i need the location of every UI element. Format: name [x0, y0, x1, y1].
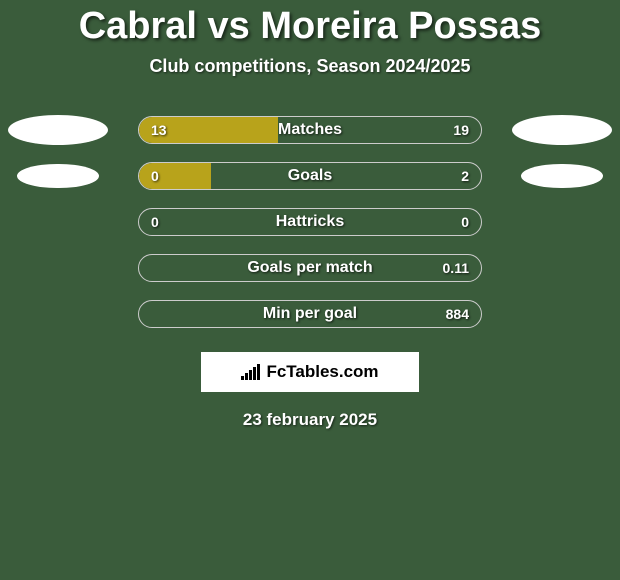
avatar-spacer	[8, 207, 108, 237]
stat-value-right: 2	[461, 163, 469, 189]
stat-value-right: 884	[446, 301, 469, 327]
avatar-spacer	[512, 299, 612, 329]
stat-row: Goals per match0.11	[0, 245, 620, 291]
player-avatar-right	[521, 164, 603, 189]
avatar-spacer	[512, 253, 612, 283]
stat-bar: Goals per match0.11	[138, 254, 482, 282]
stat-value-left: 13	[151, 117, 167, 143]
stat-row: 0Goals2	[0, 153, 620, 199]
stat-row: 13Matches19	[0, 107, 620, 153]
subtitle: Club competitions, Season 2024/2025	[0, 56, 620, 77]
bar-fill-left	[139, 163, 211, 189]
stat-value-right: 0.11	[443, 255, 469, 281]
player-avatar-left	[17, 164, 99, 189]
player-avatar-left	[8, 115, 108, 145]
player-avatar-right	[512, 115, 612, 145]
stat-label: Min per goal	[139, 301, 481, 327]
stat-bar: Min per goal884	[138, 300, 482, 328]
stat-row: Min per goal884	[0, 291, 620, 337]
bars-icon	[241, 364, 261, 380]
stat-value-left: 0	[151, 209, 159, 235]
stat-label: Goals per match	[139, 255, 481, 281]
avatar-spacer	[8, 299, 108, 329]
stat-label: Hattricks	[139, 209, 481, 235]
stat-value-right: 0	[461, 209, 469, 235]
stat-bar: 0Hattricks0	[138, 208, 482, 236]
stat-bar: 0Goals2	[138, 162, 482, 190]
stat-bar: 13Matches19	[138, 116, 482, 144]
stat-value-left: 0	[151, 163, 159, 189]
branding-text: FcTables.com	[266, 362, 378, 382]
page-title: Cabral vs Moreira Possas	[0, 5, 620, 48]
date-text: 23 february 2025	[0, 410, 620, 430]
avatar-spacer	[8, 253, 108, 283]
stats-area: 13Matches190Goals20Hattricks0Goals per m…	[0, 107, 620, 337]
stat-row: 0Hattricks0	[0, 199, 620, 245]
stat-value-right: 19	[453, 117, 469, 143]
avatar-spacer	[512, 207, 612, 237]
branding-badge: FcTables.com	[201, 352, 419, 392]
